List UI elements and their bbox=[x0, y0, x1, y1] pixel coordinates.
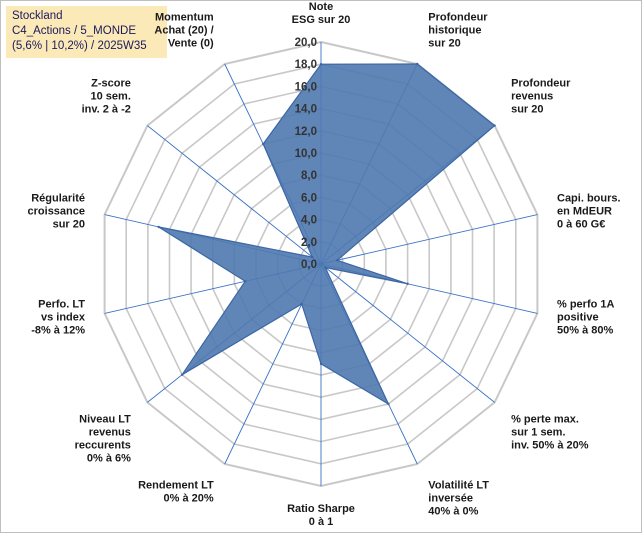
axis-label-line: Profondeur bbox=[511, 78, 571, 90]
tick-label: 16,0 bbox=[295, 81, 317, 93]
category-label: C4_Actions / 5_MONDE bbox=[12, 25, 136, 37]
axis-label: Profondeur revenus sur 20 bbox=[511, 78, 571, 116]
axis-label: Niveau LT revenus reccurents 0% à 6% bbox=[75, 413, 132, 464]
axis-label-line: Note bbox=[309, 1, 333, 13]
data-point bbox=[387, 402, 390, 406]
axis-label-line: historique bbox=[428, 25, 481, 37]
period-label: (5,6% | 10,2%) / 2025W35 bbox=[12, 40, 147, 52]
tick-label: 4,0 bbox=[301, 215, 317, 227]
axis-label-line: 0% à 20% bbox=[164, 492, 214, 504]
data-point bbox=[493, 124, 496, 127]
axis-label-line: 40% à 0% bbox=[428, 505, 478, 517]
axis-label-line: Achat (20) / bbox=[154, 25, 213, 37]
axis-label-line: en MdEUR bbox=[557, 206, 612, 218]
tick-label: 20,0 bbox=[295, 37, 317, 49]
axis-label-line: 0 à 60 G€ bbox=[557, 219, 605, 231]
data-point bbox=[319, 362, 323, 366]
axis-label: Régularité croissance sur 20 bbox=[28, 193, 85, 231]
axis-label-line: ESG sur 20 bbox=[292, 14, 351, 26]
axis-label: Perfo. LT vs index -8% à 12% bbox=[31, 299, 86, 337]
axis-label-line: sur 1 sem. bbox=[511, 426, 565, 438]
data-point bbox=[416, 62, 419, 66]
axis-label-line: inversée bbox=[428, 492, 473, 504]
axis-label: Momentum Achat (20) / Vente (0) bbox=[154, 12, 214, 50]
axis-label-line: croissance bbox=[28, 206, 85, 218]
title-box: Stockland C4_Actions / 5_MONDE (5,6% | 1… bbox=[6, 6, 167, 58]
axis-label-line: revenus bbox=[511, 91, 553, 103]
axis-label-line: Perfo. LT bbox=[38, 299, 85, 311]
axis-label-line: % perte max. bbox=[511, 413, 579, 425]
axis-spoke bbox=[147, 125, 322, 265]
data-point bbox=[262, 142, 265, 146]
axis-label-line: Ratio Sharpe bbox=[287, 503, 355, 515]
axis-label: Volatilité LT inversée 40% à 0% bbox=[428, 479, 489, 517]
axis-label-line: Rendement LT bbox=[138, 479, 214, 491]
axis-label-line: -8% à 12% bbox=[31, 325, 85, 337]
axis-label-line: Volatilité LT bbox=[428, 479, 489, 491]
axis-label: Capi. bours. en MdEUR 0 à 60 G€ bbox=[557, 193, 621, 231]
axis-label-line: Momentum bbox=[155, 12, 214, 24]
axis-label-line: 0 à 1 bbox=[309, 516, 333, 528]
axis-label-line: Profondeur bbox=[428, 12, 488, 24]
tick-label: 10,0 bbox=[295, 148, 317, 160]
axis-label: Note ESG sur 20 bbox=[292, 1, 351, 26]
data-point bbox=[324, 266, 327, 269]
axis-label-line: revenus bbox=[89, 426, 131, 438]
axis-label: % perte max. sur 1 sem. inv. 50% à 20% bbox=[511, 413, 589, 451]
tick-label: 6,0 bbox=[301, 192, 317, 204]
tick-label: 8,0 bbox=[301, 170, 317, 182]
axis-label-line: Niveau LT bbox=[79, 413, 131, 425]
axis-label-line: sur 20 bbox=[53, 219, 85, 231]
tick-label: 2,0 bbox=[301, 237, 317, 249]
data-area bbox=[158, 63, 496, 406]
axis-label-line: reccurents bbox=[75, 439, 131, 451]
axis-label: % perfo 1A positive 50% à 80% bbox=[557, 299, 615, 337]
axis-spoke bbox=[320, 214, 538, 265]
axis-label-line: Capi. bours. bbox=[557, 193, 621, 205]
data-point bbox=[300, 302, 303, 306]
axis-spoke bbox=[320, 263, 495, 403]
axis-label-line: Régularité bbox=[31, 193, 85, 205]
tick-label: 0,0 bbox=[301, 259, 317, 271]
axis-label-line: 50% à 80% bbox=[557, 325, 613, 337]
tick-label: 18,0 bbox=[295, 59, 317, 71]
axis-label-line: inv. 50% à 20% bbox=[511, 439, 589, 451]
axis-label: Ratio Sharpe 0 à 1 bbox=[287, 503, 355, 528]
axis-label-line: Z-score bbox=[91, 78, 131, 90]
data-point bbox=[336, 259, 339, 262]
tick-label: 14,0 bbox=[295, 104, 317, 116]
data-point bbox=[157, 225, 160, 229]
axis-label-line: 0% à 6% bbox=[87, 452, 131, 464]
axis-label-line: vs index bbox=[41, 312, 86, 324]
axis-label-line: sur 20 bbox=[428, 38, 460, 50]
data-point bbox=[244, 280, 247, 283]
axis-label-line: inv. 2 à -2 bbox=[82, 104, 131, 116]
data-point bbox=[319, 62, 323, 66]
data-point bbox=[180, 373, 184, 376]
axis-label-line: sur 20 bbox=[511, 104, 543, 116]
axis-label-line: Vente (0) bbox=[168, 38, 214, 50]
tick-label: 12,0 bbox=[295, 126, 317, 138]
axis-label-line: % perfo 1A bbox=[557, 299, 615, 311]
axis-label-line: 10 sem. bbox=[91, 91, 131, 103]
axis-label-line: positive bbox=[557, 312, 599, 324]
company-name: Stockland bbox=[12, 10, 63, 22]
axis-label: Profondeur historique sur 20 bbox=[428, 12, 488, 50]
data-point bbox=[311, 255, 314, 259]
data-point bbox=[406, 282, 409, 285]
axis-label: Rendement LT 0% à 20% bbox=[138, 479, 214, 504]
axis-label: Z-score 10 sem. inv. 2 à -2 bbox=[82, 78, 131, 116]
